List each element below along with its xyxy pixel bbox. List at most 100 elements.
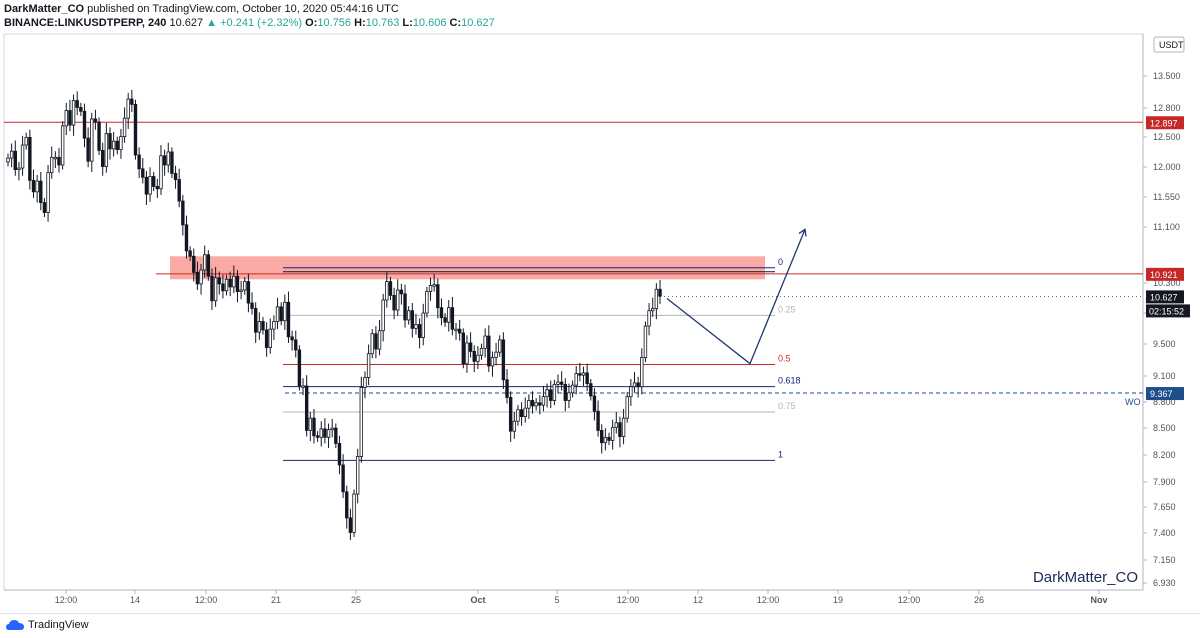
candle-bearish bbox=[188, 250, 192, 257]
candle-bearish bbox=[133, 103, 138, 156]
candle-bearish bbox=[450, 307, 455, 330]
price-level-label: 12.897 bbox=[1150, 118, 1178, 128]
candle-bearish bbox=[348, 517, 353, 533]
time-tick-label: 12:00 bbox=[195, 595, 218, 605]
projection-arrowhead bbox=[798, 228, 807, 237]
time-tick-label: 12 bbox=[693, 595, 703, 605]
price-tick-label: 10.300 bbox=[1153, 278, 1181, 288]
time-tick-label: Oct bbox=[470, 595, 485, 605]
level-note: WO bbox=[1125, 397, 1141, 407]
candle-bearish bbox=[144, 176, 149, 195]
candle-bearish bbox=[290, 336, 294, 341]
candle-bullish bbox=[243, 281, 247, 291]
candle-bullish bbox=[71, 100, 76, 126]
publisher-name[interactable]: DarkMatter_CO bbox=[4, 3, 85, 15]
candle-bullish bbox=[396, 289, 400, 311]
candle-bullish bbox=[425, 291, 429, 314]
price-tick-label: 7.900 bbox=[1153, 477, 1176, 487]
candle-bullish bbox=[512, 420, 517, 432]
candle-bearish bbox=[461, 332, 466, 365]
currency-label: USDT bbox=[1159, 40, 1184, 50]
candle-bullish bbox=[24, 136, 28, 146]
candle-bearish bbox=[210, 275, 214, 302]
price-tick-label: 9.500 bbox=[1153, 339, 1176, 349]
tradingview-logo[interactable]: TradingView bbox=[6, 619, 89, 631]
candle-bullish bbox=[651, 308, 655, 312]
candle-bearish bbox=[68, 110, 72, 126]
candle-bearish bbox=[607, 436, 611, 441]
candle-bullish bbox=[494, 351, 498, 358]
candle-bearish bbox=[487, 335, 491, 367]
candle-bullish bbox=[301, 385, 305, 388]
price-tick-label: 12.800 bbox=[1153, 103, 1181, 113]
time-tick-label: 5 bbox=[554, 595, 559, 605]
candle-bullish bbox=[454, 328, 458, 332]
candle-bullish bbox=[35, 180, 39, 193]
fib-level-label: 0.75 bbox=[778, 401, 796, 411]
time-tick-label: 25 bbox=[351, 595, 361, 605]
candle-bearish bbox=[519, 409, 524, 418]
countdown-label: 02:15:52 bbox=[1149, 306, 1184, 316]
candle-bullish bbox=[159, 155, 163, 190]
candle-bearish bbox=[618, 422, 622, 437]
candle-bullish bbox=[556, 381, 560, 385]
published-text: published on TradingView.com, October 10… bbox=[87, 3, 399, 15]
candle-bearish bbox=[286, 301, 291, 338]
candle-bullish bbox=[6, 157, 10, 163]
price-tick-label: 8.500 bbox=[1153, 423, 1176, 433]
candle-bearish bbox=[315, 435, 320, 438]
candle-bullish bbox=[567, 392, 571, 401]
time-tick-label: 19 bbox=[833, 595, 843, 605]
price-tick-label: 12.000 bbox=[1153, 162, 1181, 172]
candle-bearish bbox=[115, 140, 119, 151]
candle-bullish bbox=[20, 144, 25, 169]
candle-bullish bbox=[632, 382, 637, 388]
symbol-label[interactable]: BINANCE:LINKUSDTPERP, 240 bbox=[4, 17, 167, 29]
time-tick-label: 26 bbox=[974, 595, 984, 605]
candle-bearish bbox=[246, 281, 251, 304]
candle-bearish bbox=[337, 443, 342, 466]
last-price-label: 10.627 bbox=[1150, 292, 1178, 302]
candle-bearish bbox=[388, 281, 393, 296]
candle-bearish bbox=[658, 288, 662, 297]
candle-bullish bbox=[359, 387, 364, 457]
countdown-badge bbox=[1146, 304, 1190, 318]
candle-bearish bbox=[130, 98, 134, 105]
candle-bearish bbox=[86, 137, 90, 162]
candle-bearish bbox=[173, 173, 178, 180]
candle-bullish bbox=[148, 176, 152, 195]
candle-bearish bbox=[508, 397, 513, 432]
candle-bullish bbox=[625, 396, 629, 419]
price-tick-label: 11.550 bbox=[1153, 192, 1180, 202]
candle-bearish bbox=[162, 155, 167, 166]
candle-bullish bbox=[17, 167, 21, 170]
candle-bearish bbox=[235, 275, 240, 292]
candle-bearish bbox=[559, 381, 564, 385]
candle-bullish bbox=[50, 156, 54, 174]
candle-bullish bbox=[483, 335, 487, 349]
candle-bullish bbox=[465, 342, 469, 365]
open-label: O: bbox=[305, 17, 318, 29]
ohlc-line: BINANCE:LINKUSDTPERP, 240 10.627 ▲ +0.24… bbox=[4, 17, 495, 29]
price-level-badge bbox=[1146, 116, 1184, 130]
time-tick-label: 12:00 bbox=[898, 595, 921, 605]
candle-bearish bbox=[439, 307, 444, 319]
candle-bullish bbox=[283, 301, 287, 322]
candle-bullish bbox=[647, 310, 651, 327]
candle-bullish bbox=[414, 324, 418, 329]
candle-bearish bbox=[31, 179, 36, 193]
candle-bullish bbox=[257, 321, 262, 333]
candle-bearish bbox=[192, 255, 196, 273]
candle-bearish bbox=[589, 383, 593, 397]
candle-bullish bbox=[272, 321, 276, 330]
candle-bullish bbox=[447, 307, 451, 323]
candle-bearish bbox=[323, 428, 327, 438]
candle-bullish bbox=[385, 281, 389, 301]
time-tick-label: 12:00 bbox=[55, 595, 78, 605]
candle-bearish bbox=[600, 430, 604, 444]
candle-bearish bbox=[501, 339, 506, 381]
candle-bearish bbox=[206, 254, 211, 277]
candle-bullish bbox=[355, 456, 360, 495]
candle-bullish bbox=[490, 357, 495, 367]
